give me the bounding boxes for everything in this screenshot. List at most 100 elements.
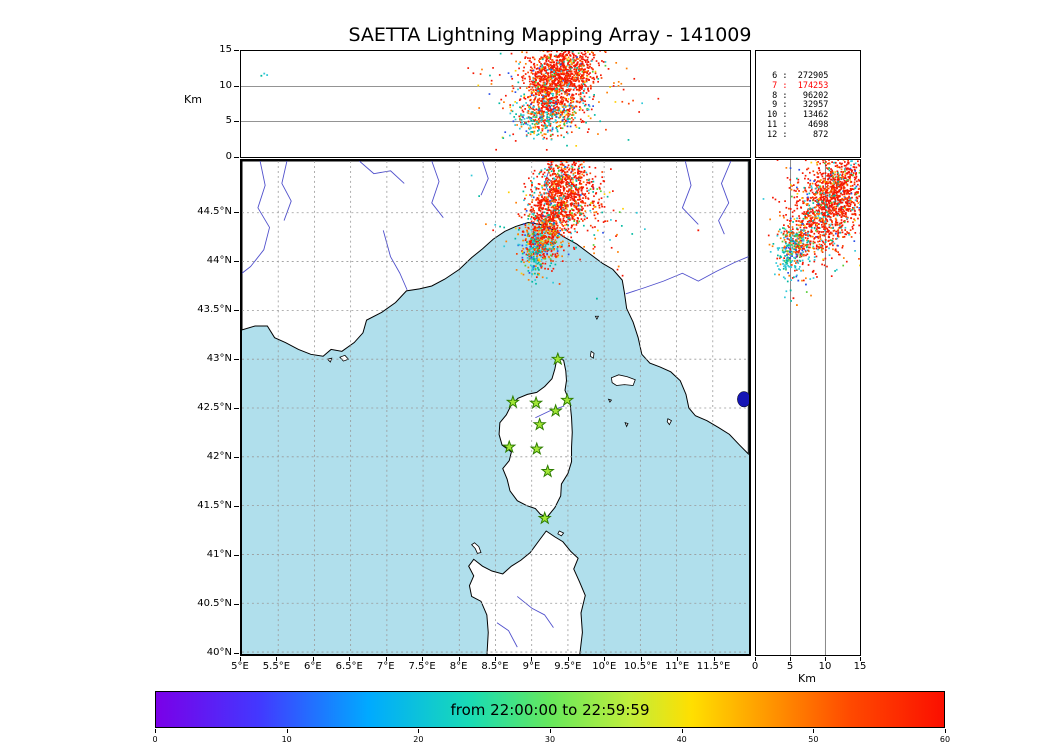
- axis-tick: [234, 121, 239, 122]
- lat-tick-label: 44°N: [206, 254, 232, 266]
- stats-row: 10 : 13462: [767, 110, 829, 121]
- axis-tick: [234, 408, 239, 409]
- lon-tick-label: 11°E: [665, 661, 690, 672]
- axis-tick: [287, 729, 288, 733]
- lma-station-star: [502, 439, 517, 454]
- altitude-longitude-scatter: [241, 51, 750, 151]
- colorbar-tick-label: 30: [544, 735, 556, 744]
- axis-tick: [349, 657, 350, 661]
- axis-tick: [155, 729, 156, 733]
- altitude-longitude-panel: [240, 50, 751, 158]
- colorbar-tick-label: 0: [152, 735, 158, 744]
- altitude-tick-label-top: 5: [225, 115, 232, 127]
- axis-tick: [682, 729, 683, 733]
- lma-station-star: [529, 441, 544, 456]
- stats-row: 11 : 4698: [767, 119, 829, 130]
- altitude-tick-label-top: 0: [225, 151, 232, 162]
- axis-tick: [234, 359, 239, 360]
- axis-tick: [234, 310, 239, 311]
- lon-tick-label: 9°E: [522, 661, 541, 672]
- axis-tick: [234, 604, 239, 605]
- axis-tick: [313, 657, 314, 661]
- axis-tick: [234, 86, 239, 87]
- lat-tick-label: 42°N: [206, 451, 232, 462]
- stats-row: 7 : 174253: [767, 80, 829, 91]
- axis-tick: [459, 657, 460, 661]
- lon-tick-label: 9.5°E: [554, 661, 582, 672]
- stats-row: 8 : 96202: [767, 90, 829, 101]
- lat-tick-label: 41.5°N: [197, 500, 232, 511]
- colorbar-tick-label: 50: [808, 735, 819, 744]
- lon-tick-label: 6°E: [304, 661, 322, 672]
- map-panel: [240, 159, 751, 656]
- axis-tick: [677, 657, 678, 661]
- axis-tick: [860, 657, 861, 661]
- lma-station-star: [532, 417, 547, 431]
- lma-station-star: [540, 463, 555, 478]
- axis-tick: [234, 50, 239, 51]
- km-axis-label-right: Km: [798, 672, 816, 685]
- altitude-latitude-panel: [755, 159, 861, 656]
- axis-tick: [234, 157, 239, 158]
- km-axis-label-top: Km: [184, 93, 202, 106]
- lma-station-star: [560, 392, 575, 407]
- axis-tick: [234, 261, 239, 262]
- axis-tick: [641, 657, 642, 661]
- lat-tick-label: 42.5°N: [197, 401, 232, 413]
- axis-tick: [813, 729, 814, 733]
- lon-tick-label: 11.5°E: [696, 661, 731, 672]
- lat-tick-label: 44.5°N: [197, 205, 232, 217]
- lon-tick-label: 10°E: [592, 661, 617, 672]
- axis-tick: [418, 729, 419, 733]
- lon-tick-label: 7°E: [376, 661, 395, 672]
- lon-tick-label: 6.5°E: [335, 661, 363, 672]
- source-count-stats-panel: 6 : 272905 7 : 174253 8 : 96202 9 : 3295…: [755, 50, 861, 158]
- lon-tick-label: 10.5°E: [623, 661, 658, 672]
- axis-tick: [495, 657, 496, 661]
- stats-row: 12 : 872: [767, 129, 829, 140]
- axis-tick: [422, 657, 423, 661]
- altitude-latitude-scatter: [762, 160, 860, 655]
- altitude-tick-label-top: 15: [219, 44, 232, 55]
- lon-tick-label: 7.5°E: [408, 661, 436, 672]
- axis-tick: [825, 657, 826, 661]
- lat-tick-label: 40.5°N: [197, 598, 232, 610]
- time-colorbar-label: from 22:00:00 to 22:59:59: [450, 700, 650, 719]
- stats-row: 6 : 272905: [767, 71, 829, 81]
- axis-tick: [714, 657, 715, 661]
- lat-tick-label: 43°N: [206, 352, 232, 364]
- lat-tick-label: 40°N: [206, 647, 232, 659]
- lma-station-star: [537, 510, 552, 525]
- colorbar-tick-label: 60: [939, 735, 951, 744]
- axis-tick: [234, 506, 239, 507]
- colorbar-tick-label: 20: [413, 735, 424, 744]
- axis-tick: [568, 657, 569, 661]
- axis-tick: [234, 457, 239, 458]
- axis-tick: [790, 657, 791, 661]
- colorbar-tick-label: 10: [281, 735, 292, 744]
- lon-tick-label: 8.5°E: [481, 661, 509, 672]
- figure-title: SAETTA Lightning Mapping Array - 141009: [348, 24, 752, 46]
- altitude-tick-label-top: 10: [219, 79, 232, 91]
- lma-station-star: [548, 403, 563, 418]
- lon-tick-label: 8°E: [449, 661, 468, 672]
- lma-station-star: [528, 395, 544, 410]
- colorbar-tick-label: 40: [676, 735, 687, 744]
- altitude-tick-label-right: 0: [751, 661, 759, 672]
- axis-tick: [531, 657, 532, 661]
- lat-tick-label: 41°N: [206, 549, 232, 561]
- lma-station-star: [550, 351, 565, 366]
- axis-tick: [276, 657, 277, 661]
- axis-tick: [550, 729, 551, 733]
- lat-tick-label: 43.5°N: [197, 303, 232, 315]
- axis-tick: [234, 555, 239, 556]
- axis-tick: [234, 212, 239, 213]
- axis-tick: [945, 729, 946, 733]
- altitude-tick-label-right: 15: [853, 661, 867, 672]
- axis-tick: [234, 653, 239, 654]
- stats-row: 9 : 32957: [767, 100, 829, 111]
- axis-tick: [604, 657, 605, 661]
- lon-tick-label: 5°E: [231, 661, 249, 672]
- map-scatter: [242, 161, 749, 654]
